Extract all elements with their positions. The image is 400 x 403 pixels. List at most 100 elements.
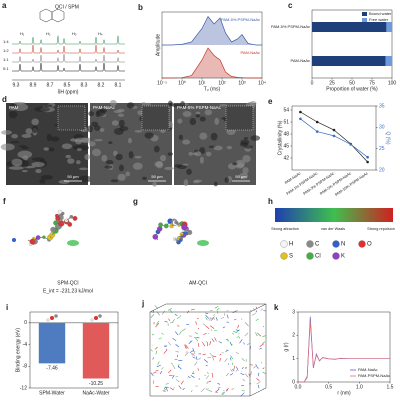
texture	[91, 121, 99, 127]
chain	[157, 361, 160, 365]
chain	[225, 349, 229, 352]
chain	[226, 389, 229, 392]
y-tick-label: 48	[283, 131, 289, 137]
texture	[74, 137, 89, 143]
chain	[255, 310, 258, 313]
chain	[226, 310, 229, 312]
chain	[177, 365, 182, 370]
texture	[192, 152, 198, 155]
y-tick-label: 42	[283, 155, 289, 161]
chain	[262, 367, 265, 370]
y-tick-label: PAM-NaAc	[291, 58, 310, 63]
chain	[208, 317, 212, 321]
chain	[193, 351, 196, 354]
atom	[57, 209, 62, 214]
chain	[233, 318, 237, 321]
nmr-trace	[12, 44, 125, 54]
chain	[189, 350, 194, 353]
texture	[153, 145, 160, 153]
texture	[126, 102, 135, 109]
chain	[262, 326, 265, 328]
chain	[163, 386, 166, 390]
y-tick-label: 2	[292, 333, 295, 339]
atom-label: C	[315, 242, 320, 248]
region-label: Strong repulsion	[367, 227, 395, 231]
texture	[204, 109, 213, 116]
texture	[61, 143, 73, 150]
chain	[185, 351, 188, 353]
panel-label: g	[133, 197, 138, 206]
x-axis-label: T₂ (ms)	[204, 86, 221, 92]
x-tick-label: 8.7	[47, 82, 54, 88]
chain	[224, 358, 228, 362]
chain	[156, 320, 160, 325]
texture	[50, 136, 60, 142]
texture	[134, 130, 143, 133]
chain	[187, 376, 191, 379]
series-label: PAM-NaAc	[241, 50, 260, 55]
texture	[91, 148, 101, 157]
chain	[210, 325, 215, 329]
x-tick-label: 0.5	[325, 384, 332, 390]
chain	[236, 329, 240, 333]
chain	[214, 306, 219, 309]
texture	[137, 110, 143, 116]
chain	[161, 367, 164, 370]
atom-swatch	[306, 240, 314, 248]
bar	[38, 322, 66, 364]
texture	[109, 99, 117, 107]
atom-swatch	[332, 252, 340, 260]
texture	[99, 128, 105, 132]
y-axis-label: Crystallinity (%)	[277, 120, 283, 155]
texture	[25, 128, 33, 135]
chain	[168, 307, 173, 311]
atom-swatch	[358, 240, 366, 248]
marker	[299, 117, 302, 121]
chain	[233, 365, 236, 370]
chain	[226, 314, 229, 319]
chain	[229, 341, 233, 346]
texture	[182, 139, 191, 145]
texture	[108, 141, 113, 144]
chain	[195, 321, 197, 325]
texture	[128, 151, 134, 159]
chain	[206, 372, 209, 374]
chain	[197, 357, 201, 361]
scale-label: 50 μm	[151, 174, 163, 179]
chain	[231, 388, 235, 390]
chain	[235, 351, 240, 355]
texture	[88, 111, 95, 117]
marker	[332, 128, 336, 132]
chain	[232, 332, 234, 335]
texture	[168, 121, 173, 129]
atom-swatch	[332, 240, 340, 248]
sem-image	[171, 100, 261, 187]
series-label: PAM-5% PSPM-NaAc	[221, 17, 260, 22]
texture	[210, 132, 218, 141]
atom-label: O	[367, 242, 372, 248]
chain	[161, 310, 166, 315]
chain	[222, 392, 225, 394]
texture	[34, 106, 50, 112]
chain	[255, 318, 259, 321]
texture	[76, 148, 82, 152]
texture	[219, 103, 228, 107]
iso-surface	[67, 240, 79, 246]
chain	[180, 380, 184, 385]
chain	[262, 335, 266, 337]
y-tick-label: 51	[283, 119, 289, 125]
texture	[31, 162, 45, 168]
chain	[225, 338, 229, 341]
peak-label: H₄	[98, 31, 103, 36]
texture	[67, 158, 75, 164]
x-axis-label: Proportion of water (%)	[326, 86, 378, 92]
chain	[220, 316, 225, 320]
chain	[205, 341, 208, 343]
texture	[242, 167, 249, 174]
texture	[104, 165, 113, 169]
chain	[160, 370, 162, 375]
chain	[250, 371, 252, 376]
texture	[160, 129, 166, 133]
chain	[165, 348, 168, 351]
energy: E_int = -231.23 kJ/mol	[43, 288, 93, 294]
